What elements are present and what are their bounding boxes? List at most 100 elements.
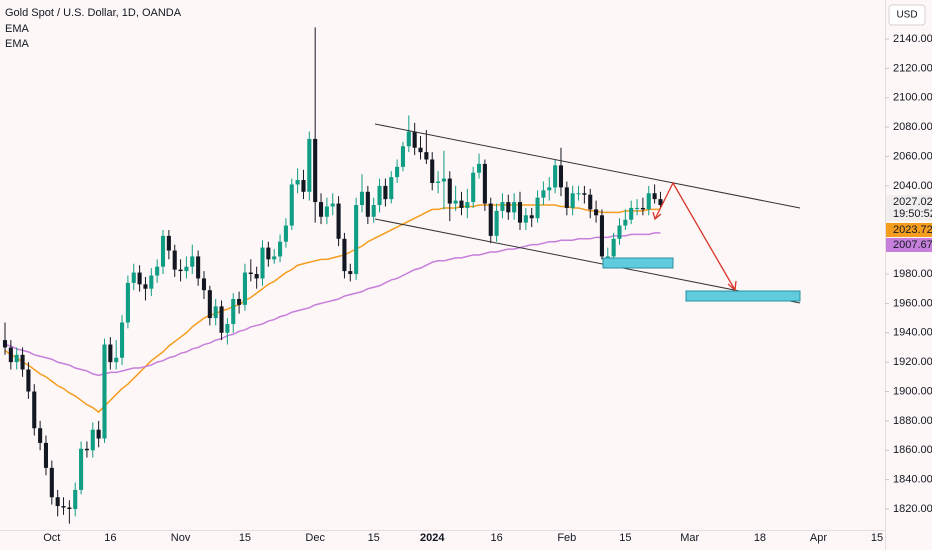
candle-body xyxy=(8,347,13,363)
x-tick-label: 16 xyxy=(104,532,116,544)
candle-body xyxy=(272,256,277,260)
x-tick-label: 2024 xyxy=(420,532,445,544)
candle-body xyxy=(359,191,365,206)
x-tick-label: 15 xyxy=(619,532,631,544)
candle-body xyxy=(49,467,54,498)
candle-body xyxy=(201,278,207,291)
candle-body xyxy=(658,199,663,205)
candle-body xyxy=(365,191,370,217)
y-tick-label: 1860.00 xyxy=(893,444,932,456)
x-tick-label: Nov xyxy=(171,532,191,544)
candle-body xyxy=(38,428,43,443)
legend-entry: EMA xyxy=(5,38,30,50)
candle-body xyxy=(640,207,645,210)
candle-body xyxy=(406,131,411,147)
candle-body xyxy=(26,369,31,392)
candle-body xyxy=(482,163,487,204)
currency: USD xyxy=(896,10,917,21)
candle-body xyxy=(196,256,201,279)
candle-body xyxy=(547,187,552,191)
candle-body xyxy=(558,165,564,188)
candle-body xyxy=(570,193,575,208)
candle-body xyxy=(301,180,306,192)
candle-body xyxy=(248,272,253,275)
candle-body xyxy=(629,207,634,220)
y-tick-label: 2140.00 xyxy=(893,33,932,45)
ema-line xyxy=(4,232,661,377)
candle-body xyxy=(166,235,171,251)
currency-button[interactable] xyxy=(888,4,926,26)
ema-price-text: 2007.67 xyxy=(893,239,932,251)
ema-price-text: 2023.726 xyxy=(893,224,932,236)
candle-body xyxy=(535,197,540,219)
candle-body xyxy=(160,235,166,267)
candle-body xyxy=(172,250,177,270)
y-tick-label: 1940.00 xyxy=(893,327,932,339)
ema-price-label xyxy=(886,237,932,252)
candle-body xyxy=(471,172,476,203)
candle-body xyxy=(307,138,312,192)
candle-body xyxy=(617,225,622,239)
candle-body xyxy=(400,146,406,167)
legend-entry: EMA xyxy=(5,23,30,35)
candle-body xyxy=(278,241,283,257)
candle-body xyxy=(418,147,423,153)
candle-body xyxy=(383,185,388,200)
candle-body xyxy=(441,178,446,182)
candle-body xyxy=(494,210,499,236)
candle-body xyxy=(488,203,493,236)
last-price-label xyxy=(886,194,932,221)
y-tick-label: 1960.00 xyxy=(893,297,932,309)
arrow-head xyxy=(652,211,662,221)
candle-body xyxy=(500,202,505,211)
candle-body xyxy=(623,219,628,226)
candle-body xyxy=(149,275,154,289)
chart-title: Gold Spot / U.S. Dollar, 1D, OANDA xyxy=(5,7,182,19)
y-tick-label: 2100.00 xyxy=(893,92,932,104)
candle-body xyxy=(225,323,230,333)
x-tick-label: 16 xyxy=(490,532,502,544)
candle-body xyxy=(476,163,482,173)
candle-body xyxy=(96,429,101,439)
drawings xyxy=(374,123,801,304)
candle-body xyxy=(424,152,429,160)
candle-body xyxy=(342,238,347,272)
candle-body xyxy=(459,200,464,208)
y-tick-label: 2060.00 xyxy=(893,150,932,162)
arrow-head xyxy=(727,280,737,292)
candle-body xyxy=(137,272,142,285)
x-tick-label: 18 xyxy=(754,532,766,544)
candle-body xyxy=(389,177,394,200)
y-tick-label: 2080.00 xyxy=(893,121,932,133)
candle-body xyxy=(254,274,259,279)
y-tick-label: 1900.00 xyxy=(893,385,932,397)
x-tick-label: Apr xyxy=(810,532,827,544)
candle-body xyxy=(283,225,288,242)
candle-body xyxy=(131,272,136,283)
candle-body xyxy=(582,193,587,195)
y-tick-label: 1820.00 xyxy=(893,503,932,515)
candle-body xyxy=(318,202,324,217)
x-tick-label: Feb xyxy=(557,532,576,544)
candle-body xyxy=(242,272,247,305)
candle-body xyxy=(371,205,376,217)
candle-body xyxy=(465,202,470,208)
last-price-text: 2027.020 xyxy=(893,196,932,208)
candle-body xyxy=(553,165,558,188)
candle-body xyxy=(213,306,218,319)
candle-body xyxy=(231,298,236,324)
x-tick-label: Oct xyxy=(43,532,60,544)
candle-body xyxy=(114,357,119,363)
ema-line xyxy=(4,204,661,414)
candle-body xyxy=(512,202,517,213)
candle-body xyxy=(119,322,125,358)
candle-body xyxy=(108,344,113,363)
candle-body xyxy=(652,193,657,200)
candle-body xyxy=(377,185,382,206)
y-tick-label: 2040.00 xyxy=(893,180,932,192)
candle-body xyxy=(43,442,49,468)
candle-body xyxy=(289,184,294,226)
candle-body xyxy=(588,194,593,210)
